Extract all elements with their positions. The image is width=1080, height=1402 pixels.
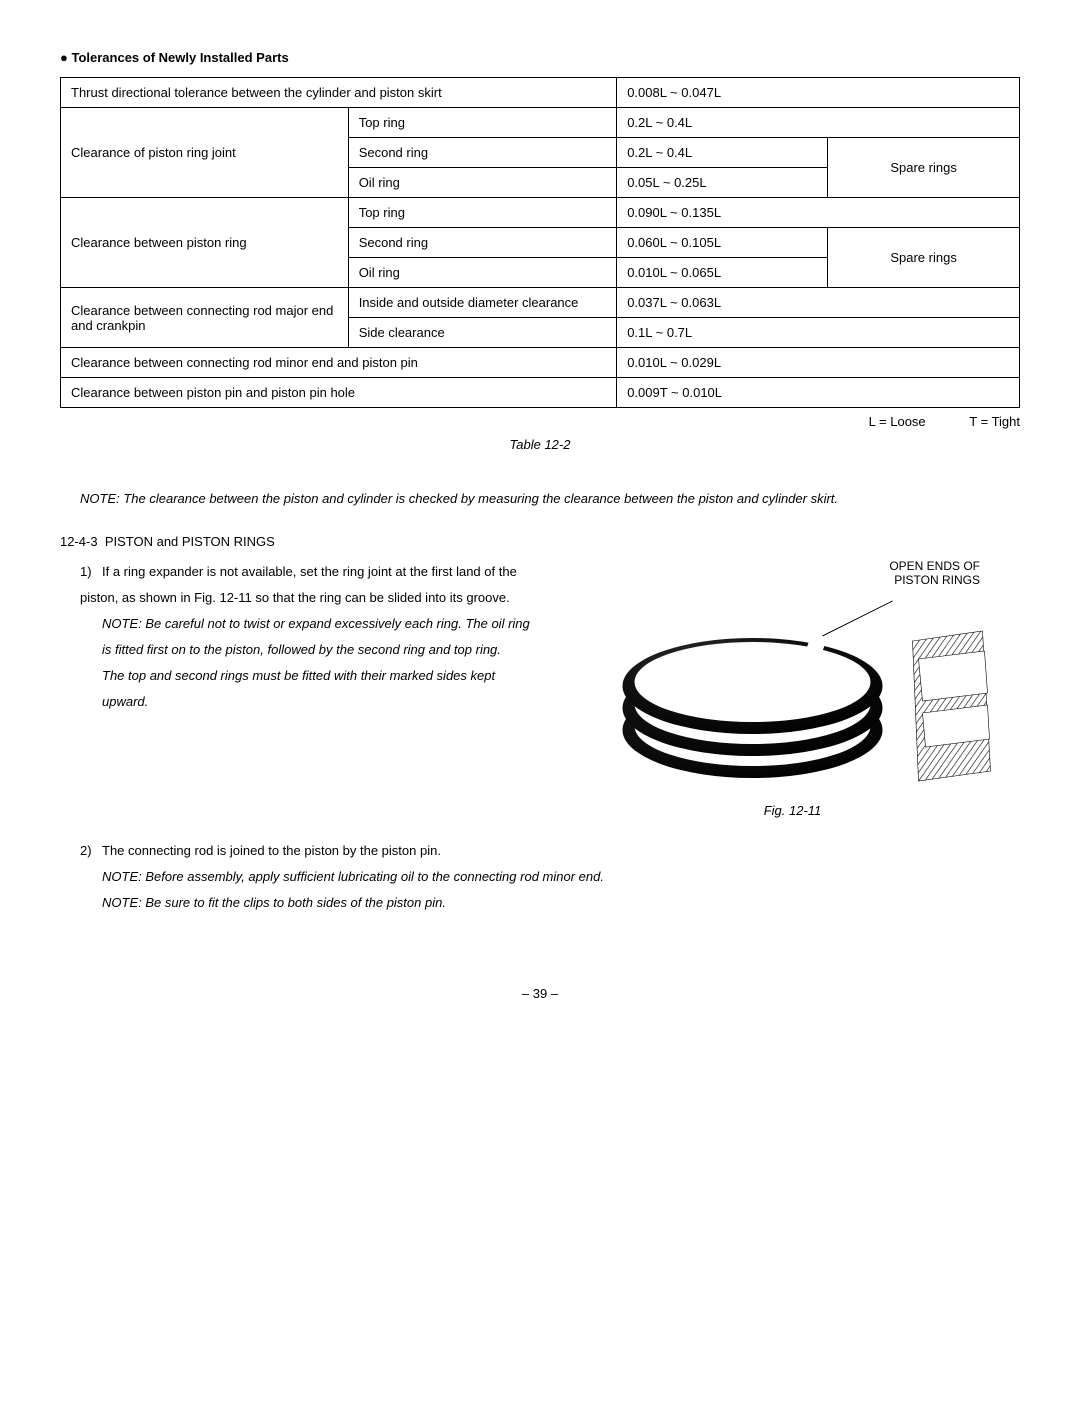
piston-rings-icon [565,591,1020,791]
table-cell: Side clearance [348,318,617,348]
section-title: PISTON and PISTON RINGS [105,534,275,549]
figure-caption: Fig. 12-11 [565,803,1020,818]
table-cell: Oil ring [348,168,617,198]
table-caption: Table 12-2 [60,437,1020,452]
item-2-body: The connecting rod is joined to the pist… [102,843,441,858]
item-1-note-a: NOTE: Be careful not to twist or expand … [102,611,535,663]
table-cell: 0.010L ~ 0.029L [617,348,1020,378]
table-cell: Clearance between connecting rod major e… [61,288,349,348]
table-cell: 0.2L ~ 0.4L [617,138,828,168]
table-cell: Second ring [348,228,617,258]
page-number: – 39 – [60,986,1020,1001]
table-cell: Clearance between piston pin and piston … [61,378,617,408]
item-1-body: If a ring expander is not available, set… [80,564,517,605]
table-cell: Thrust directional tolerance between the… [61,78,617,108]
item-2-note-a: NOTE: Before assembly, apply sufficient … [102,864,1020,890]
legend-loose: L = Loose [869,414,926,429]
table-cell: Top ring [348,108,617,138]
tolerances-heading: Tolerances of Newly Installed Parts [60,50,1020,65]
item-number: 2) [80,838,102,864]
table-cell: Inside and outside diameter clearance [348,288,617,318]
table-cell: Clearance between piston ring [61,198,349,288]
item-2-note-b: NOTE: Be sure to fit the clips to both s… [102,890,1020,916]
item-1-text: 1)If a ring expander is not available, s… [80,559,535,715]
legend-tight: T = Tight [969,414,1020,429]
item-number: 1) [80,559,102,585]
piston-rings-figure [565,591,1020,791]
table-legend: L = Loose T = Tight [60,414,1020,429]
table-cell: Spare rings [828,228,1020,288]
tolerance-table: Thrust directional tolerance between the… [60,77,1020,408]
table-cell: 0.05L ~ 0.25L [617,168,828,198]
table-cell: Top ring [348,198,617,228]
section-heading: 12-4-3 PISTON and PISTON RINGS [60,534,1020,549]
section-number: 12-4-3 [60,534,98,549]
table-cell: Spare rings [828,138,1020,198]
table-cell: 0.008L ~ 0.047L [617,78,1020,108]
table-cell: Second ring [348,138,617,168]
item-2: 2)The connecting rod is joined to the pi… [80,838,1020,916]
table-cell: 0.060L ~ 0.105L [617,228,828,258]
item-1-note-b: The top and second rings must be fitted … [102,663,535,715]
table-cell: 0.1L ~ 0.7L [617,318,1020,348]
table-cell: Oil ring [348,258,617,288]
figure-top-label: OPEN ENDS OF PISTON RINGS [565,559,1020,587]
table-cell: 0.037L ~ 0.063L [617,288,1020,318]
table-cell: 0.009T ~ 0.010L [617,378,1020,408]
table-cell: Clearance between connecting rod minor e… [61,348,617,378]
table-cell: Clearance of piston ring joint [61,108,349,198]
table-cell: 0.090L ~ 0.135L [617,198,1020,228]
note-clearance: NOTE: The clearance between the piston a… [80,488,1020,510]
table-cell: 0.2L ~ 0.4L [617,108,1020,138]
table-cell: 0.010L ~ 0.065L [617,258,828,288]
